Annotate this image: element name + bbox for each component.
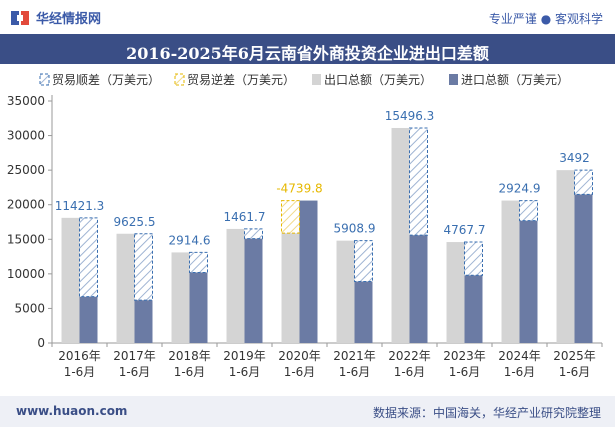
data-labels: 11421.3 9625.5 2914.6 1461.7 -4739.8 5908.9 15… xyxy=(55,109,590,247)
legend-import-label: 进口总额（万美元） xyxy=(461,73,569,87)
legend-surplus-swatch xyxy=(39,73,50,86)
data-label: 15496.3 xyxy=(385,109,435,123)
data-label: 2924.9 xyxy=(499,182,541,196)
y-tick-label: 15000 xyxy=(7,232,45,246)
data-label: 2914.6 xyxy=(169,233,211,247)
surplus-bar xyxy=(409,127,428,236)
surplus-bar xyxy=(189,251,208,273)
legend-export[interactable]: 出口总额（万美元） xyxy=(312,73,432,87)
x-tick-label: 2018年 1-6月 xyxy=(168,349,211,379)
x-tick-label: 2019年 1-6月 xyxy=(223,349,266,379)
export-bar xyxy=(501,200,520,343)
data-label: 5908.9 xyxy=(334,222,376,236)
import-bar xyxy=(244,238,263,343)
y-tick-label: 5000 xyxy=(14,301,45,315)
import-bar xyxy=(519,220,538,343)
top-bar: 华经情报网 专业严谨 ● 客观科学 xyxy=(0,0,615,34)
surplus-bar xyxy=(354,240,373,282)
chart: 贸易顺差（万美元） 贸易逆差（万美元） 出口总额（万美元） 进口总额（万美元） 0 50… xyxy=(7,72,603,379)
export-bar xyxy=(556,170,575,343)
import-bar xyxy=(574,194,593,343)
chart-title: 2016-2025年6月云南省外商投资企业进出口差额 xyxy=(126,44,489,63)
surplus-bar xyxy=(519,200,538,222)
axes: 0 5000 10000 15000 20000 25000 30000 35000 2016年… xyxy=(7,94,603,379)
y-tick-label: 0 xyxy=(37,336,45,350)
import-bar xyxy=(134,300,153,343)
footer: www.huaon.com 数据来源：中国海关，华经产业研究院整理 xyxy=(0,396,615,427)
y-tick-label: 25000 xyxy=(7,163,45,177)
brand-name: 华经情报网 xyxy=(36,12,102,27)
import-bar xyxy=(79,296,98,343)
export-bar xyxy=(281,233,300,343)
huajing-logo-icon xyxy=(11,10,29,25)
x-tick-label: 2016年 1-6月 xyxy=(58,349,101,379)
surplus-bar xyxy=(134,233,153,301)
slogan: 专业严谨 ● 客观科学 xyxy=(488,12,603,26)
legend-surplus[interactable]: 贸易顺差（万美元） xyxy=(39,73,160,87)
bars xyxy=(61,127,593,343)
y-tick-label: 35000 xyxy=(7,94,45,108)
surplus-bar xyxy=(244,228,263,240)
export-bar xyxy=(446,242,465,343)
x-tick-label: 2024年 1-6月 xyxy=(498,349,541,379)
legend-deficit[interactable]: 贸易逆差（万美元） xyxy=(174,72,295,87)
x-tick-label: 2022年 1-6月 xyxy=(388,349,431,379)
legend-deficit-label: 贸易逆差（万美元） xyxy=(187,72,295,87)
surplus-bar xyxy=(79,217,98,298)
brand: 华经情报网 xyxy=(10,8,101,27)
x-tick-label: 2017年 1-6月 xyxy=(113,349,156,379)
data-label: 4767.7 xyxy=(444,223,486,237)
import-bar xyxy=(464,275,483,343)
import-bar xyxy=(354,281,373,343)
x-tick-label: 2023年 1-6月 xyxy=(443,349,486,379)
export-bar xyxy=(171,252,190,343)
export-bar xyxy=(116,233,135,343)
x-tick-label: 2020年 1-6月 xyxy=(278,349,321,379)
data-label: 3492 xyxy=(559,151,590,165)
legend-export-label: 出口总额（万美元） xyxy=(324,73,432,87)
export-bar xyxy=(391,127,410,343)
data-label: -4739.8 xyxy=(276,182,322,196)
y-tick-label: 10000 xyxy=(7,267,45,281)
website-link[interactable]: www.huaon.com xyxy=(16,404,128,418)
import-bar xyxy=(409,235,428,343)
deficit-bar xyxy=(281,200,300,234)
x-tick-label: 2025年 1-6月 xyxy=(553,349,596,379)
legend-export-swatch xyxy=(312,74,321,85)
data-source: 数据来源：中国海关，华经产业研究院整理 xyxy=(372,406,601,420)
surplus-bar xyxy=(574,169,593,195)
export-bar xyxy=(226,228,245,343)
import-bar xyxy=(299,200,318,343)
data-label: 1461.7 xyxy=(224,210,266,224)
data-label: 11421.3 xyxy=(55,199,105,213)
legend-import[interactable]: 进口总额（万美元） xyxy=(449,73,569,87)
export-bar xyxy=(61,217,80,343)
title-bar: 2016-2025年6月云南省外商投资企业进出口差额 xyxy=(0,34,615,64)
legend: 贸易顺差（万美元） 贸易逆差（万美元） 出口总额（万美元） 进口总额（万美元） xyxy=(39,72,569,87)
y-tick-label: 20000 xyxy=(7,198,45,212)
surplus-bar xyxy=(464,241,483,276)
legend-import-swatch xyxy=(449,74,458,85)
data-label: 9625.5 xyxy=(114,215,156,229)
export-bar xyxy=(336,240,355,343)
legend-deficit-swatch xyxy=(174,73,185,86)
y-tick-label: 30000 xyxy=(7,129,45,143)
import-bar xyxy=(189,272,208,343)
x-tick-label: 2021年 1-6月 xyxy=(333,349,376,379)
legend-surplus-label: 贸易顺差（万美元） xyxy=(52,73,160,87)
